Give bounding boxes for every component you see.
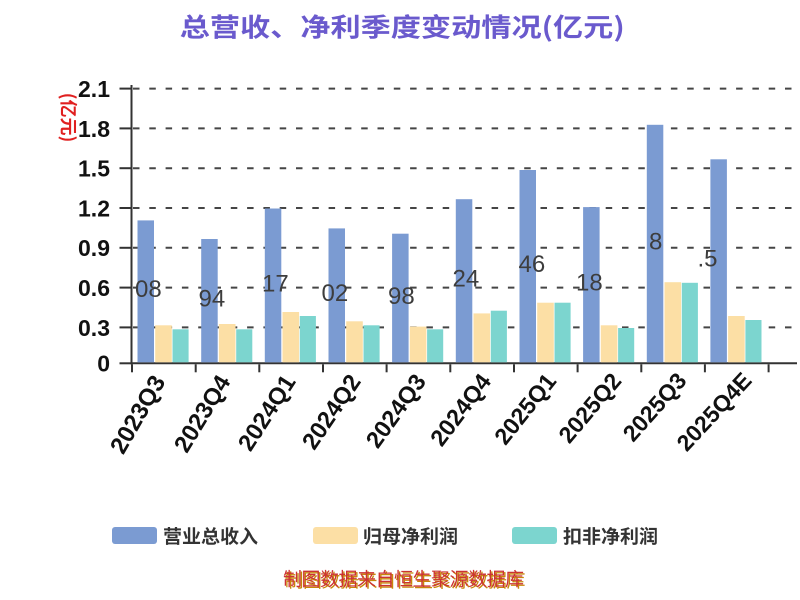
svg-text:17: 17 [262,270,289,297]
svg-text:1.2: 1.2 [78,195,110,221]
svg-text:.5: .5 [698,246,718,273]
svg-text:0.9: 0.9 [78,235,110,261]
svg-text:0.3: 0.3 [78,315,110,341]
svg-text:8: 8 [649,229,662,256]
svg-text:02: 02 [322,280,349,307]
svg-text:0: 0 [97,351,110,377]
svg-text:24: 24 [453,266,480,293]
svg-text:46: 46 [519,251,546,278]
svg-text:94: 94 [199,286,226,313]
svg-text:18: 18 [576,270,603,297]
svg-text:1.5: 1.5 [78,156,110,182]
svg-text:0.6: 0.6 [78,275,110,301]
svg-text:08: 08 [135,276,162,303]
svg-text:2.1: 2.1 [78,76,110,102]
svg-text:1.8: 1.8 [78,116,110,142]
svg-text:98: 98 [388,283,415,310]
